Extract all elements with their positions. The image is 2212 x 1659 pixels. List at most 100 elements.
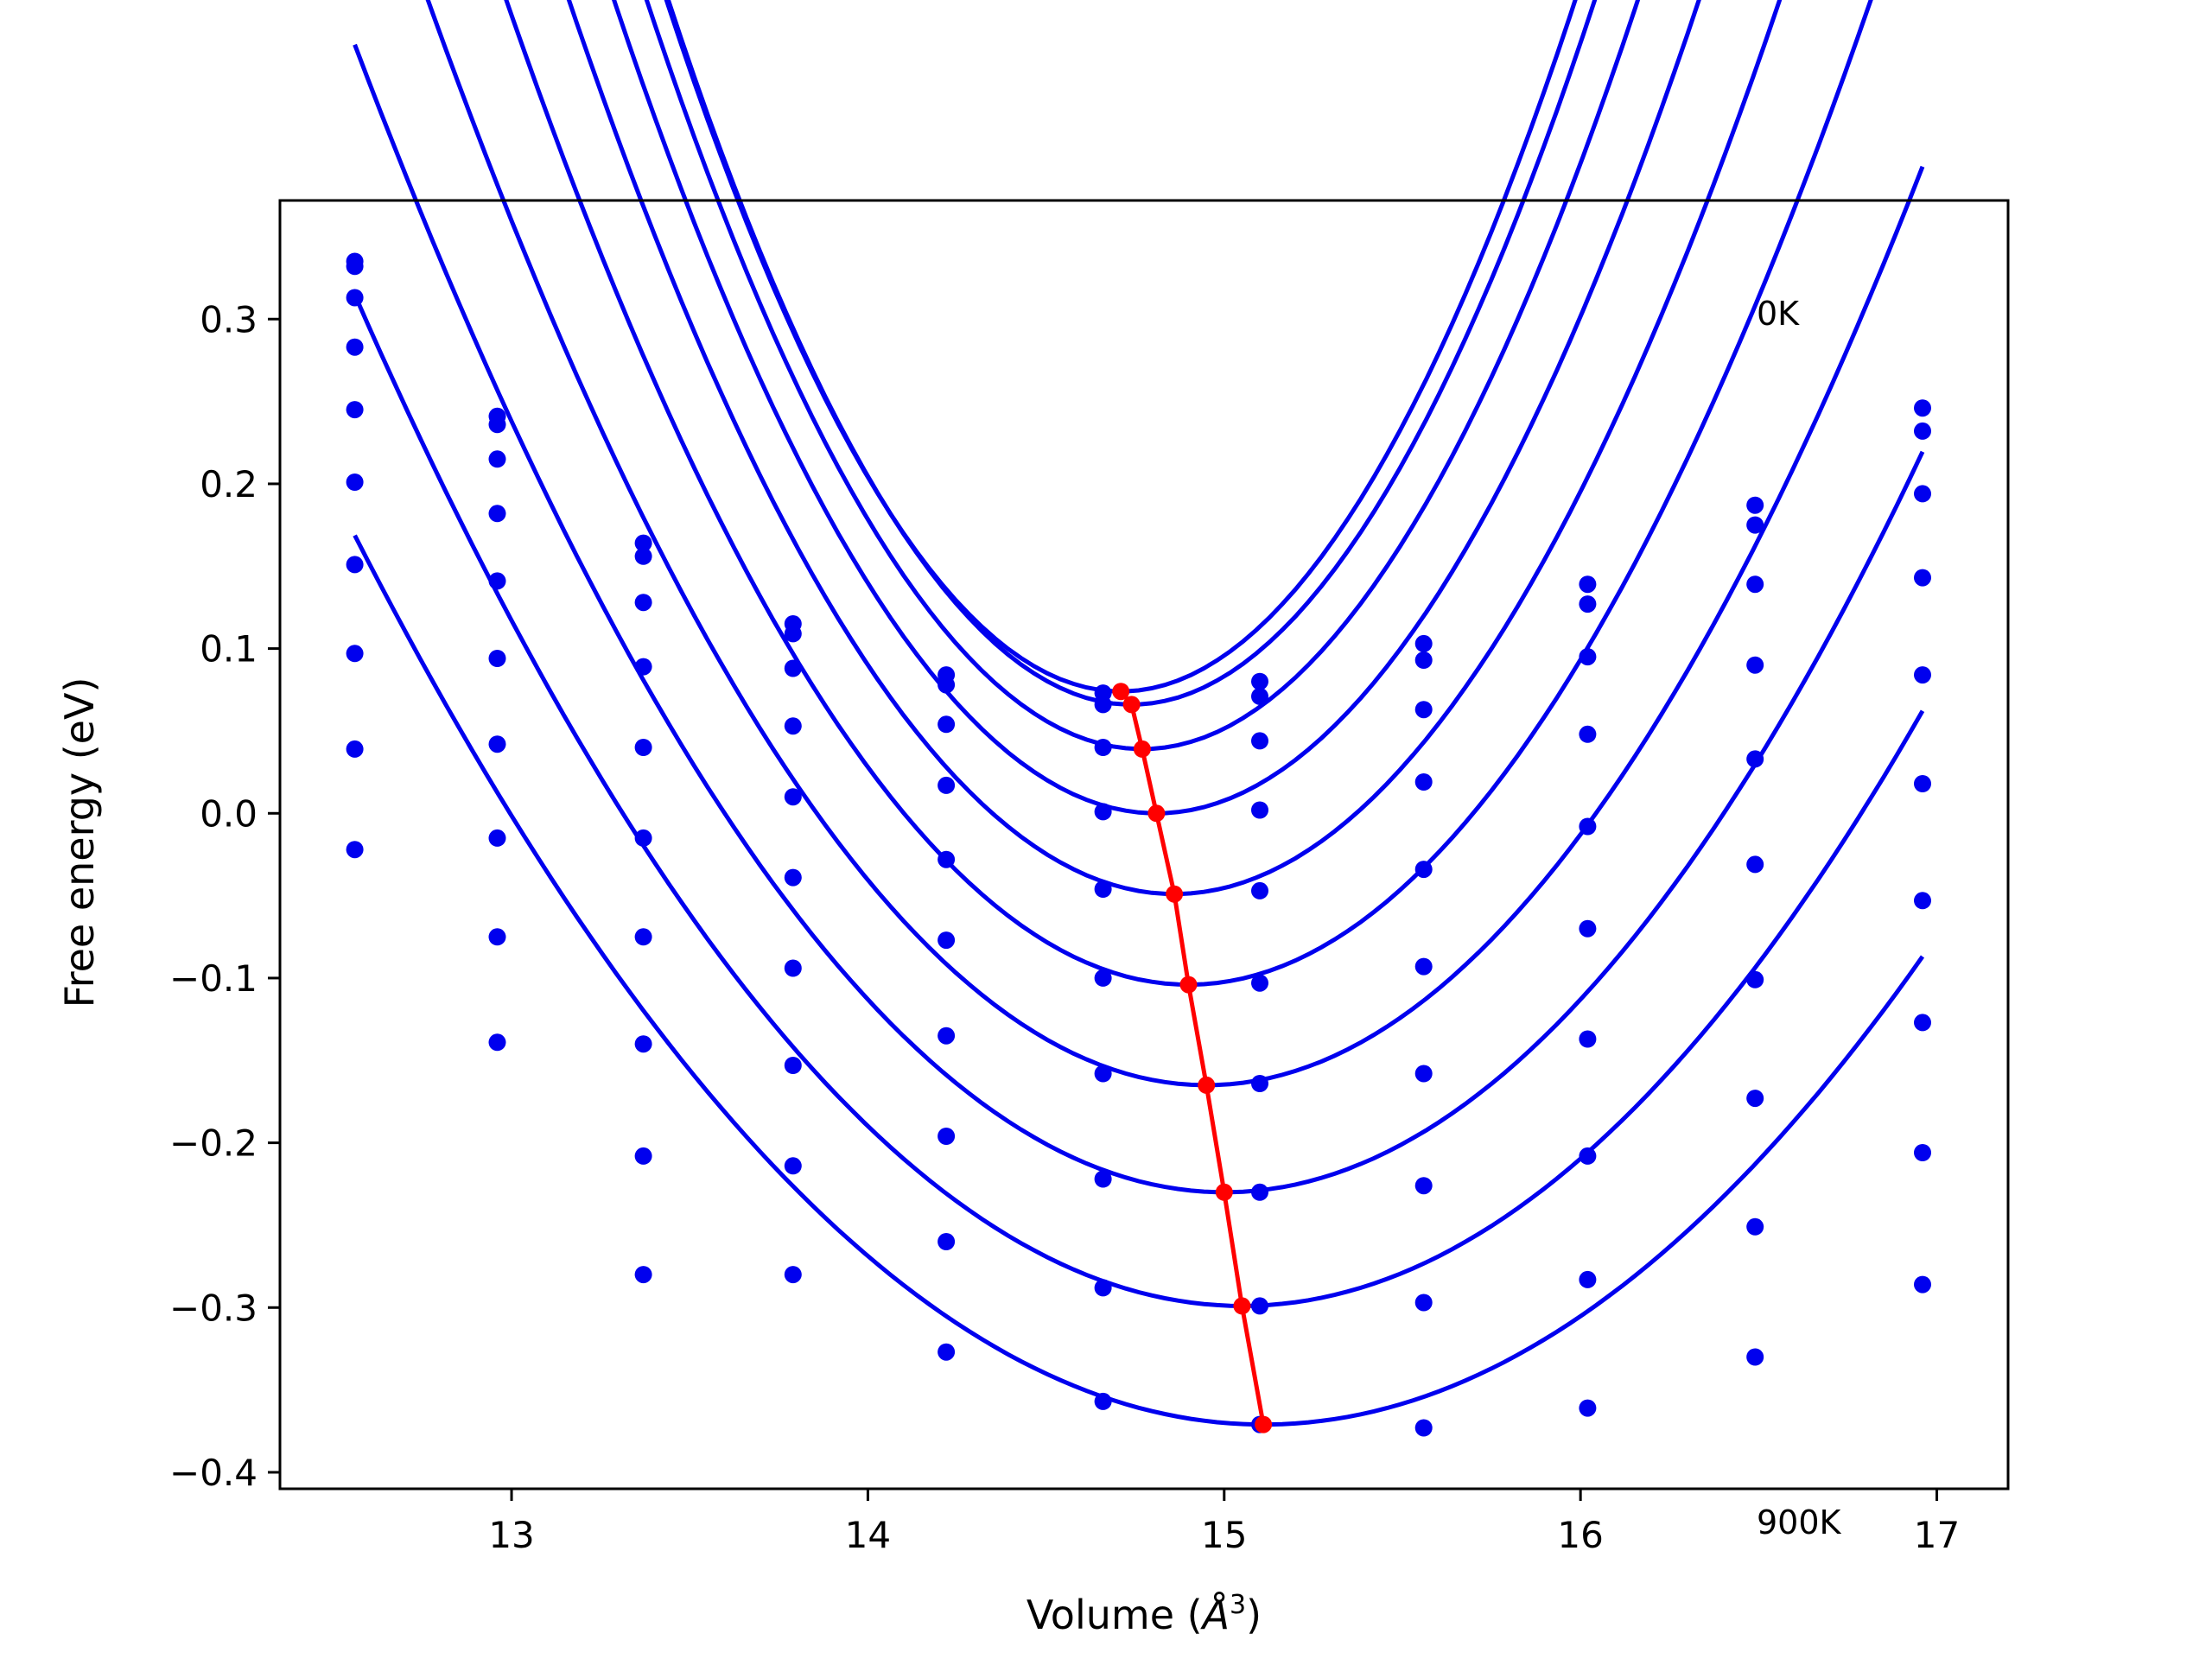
data-point <box>346 338 364 356</box>
data-point <box>1579 648 1597 666</box>
data-point <box>634 1147 652 1165</box>
data-point <box>488 416 506 434</box>
data-point <box>1746 1348 1764 1366</box>
fit-curve-8 <box>353 293 1925 1308</box>
data-point <box>1914 892 1931 910</box>
data-point <box>1251 1075 1268 1092</box>
minimum-point <box>1215 1183 1233 1201</box>
data-point <box>634 928 652 946</box>
data-point <box>1414 701 1433 719</box>
data-point <box>1746 516 1764 534</box>
data-point <box>1094 803 1112 821</box>
data-point <box>784 868 802 887</box>
data-point <box>1414 634 1433 652</box>
data-point <box>1746 496 1764 514</box>
axis-ticks: 13 14 15 16 17 −0.4 −0.3 −0.2 −0.1 0.0 0.1 0.2 0.3 <box>169 298 1960 1556</box>
data-point <box>1579 1270 1597 1288</box>
data-point <box>346 556 364 574</box>
annotation-900k: 900K <box>1757 1503 1842 1541</box>
data-point <box>1251 672 1268 690</box>
data-point <box>938 676 956 694</box>
minimum-point <box>1166 885 1184 903</box>
data-point <box>1094 880 1112 898</box>
y-tick-label: −0.2 <box>169 1122 257 1165</box>
y-axis-label: Free energy (eV) <box>56 677 103 1008</box>
minimum-point <box>1112 683 1130 701</box>
data-point <box>784 959 802 977</box>
data-point <box>346 289 364 307</box>
data-point <box>1094 1065 1112 1083</box>
data-point <box>1414 773 1433 791</box>
annotation-0k: 0K <box>1757 295 1800 333</box>
data-point <box>346 841 364 859</box>
data-point <box>634 829 652 847</box>
data-point <box>1094 969 1112 987</box>
data-point <box>634 547 652 565</box>
minima-line <box>1112 683 1273 1433</box>
data-point <box>488 735 506 753</box>
data-point <box>1914 775 1931 792</box>
fit-curve-0 <box>664 0 1578 694</box>
data-point <box>1579 575 1597 594</box>
data-point <box>1914 1275 1931 1294</box>
data-point <box>1579 595 1597 613</box>
y-tick-label: −0.3 <box>169 1287 257 1329</box>
data-point <box>1579 817 1597 836</box>
data-point <box>346 401 364 419</box>
data-point <box>1094 1392 1112 1410</box>
data-point <box>784 788 802 806</box>
data-point <box>1914 485 1931 503</box>
data-point <box>488 572 506 590</box>
minimum-point <box>1147 804 1166 823</box>
fit-curve-6 <box>425 0 1925 1088</box>
data-point <box>346 740 364 758</box>
data-point <box>938 1027 956 1045</box>
data-point <box>1251 732 1268 750</box>
data-point <box>1414 1419 1433 1437</box>
minimum-point <box>1233 1297 1251 1315</box>
x-axis-label: Volume (Å3) <box>1027 1590 1262 1638</box>
data-point <box>784 1157 802 1175</box>
data-points <box>346 252 1931 1437</box>
fit-curve-9 <box>353 534 1925 1427</box>
fit-curves <box>353 0 1925 1427</box>
y-tick-label: 0.3 <box>200 298 257 340</box>
fit-curve-3 <box>612 0 1701 816</box>
data-point <box>488 1033 506 1052</box>
data-point <box>346 474 364 491</box>
data-point <box>1414 652 1433 669</box>
x-tick-label: 15 <box>1201 1514 1247 1556</box>
data-point <box>1914 399 1931 417</box>
data-point <box>938 850 956 868</box>
data-point <box>1579 725 1597 743</box>
minimum-point <box>1133 740 1151 758</box>
data-point <box>1579 1147 1597 1165</box>
data-point <box>1414 957 1433 976</box>
data-point <box>1094 1279 1112 1297</box>
data-point <box>784 625 802 643</box>
minimum-point <box>1198 1076 1216 1094</box>
data-point <box>1094 696 1112 714</box>
data-point <box>1251 881 1268 899</box>
y-tick-label: 0.0 <box>200 792 257 835</box>
plot-frame <box>278 199 2010 1491</box>
y-tick-label: −0.4 <box>169 1452 257 1494</box>
data-point <box>1251 1297 1268 1315</box>
data-point <box>488 928 506 946</box>
data-point <box>1251 687 1268 705</box>
x-tick-label: 17 <box>1914 1514 1960 1556</box>
data-point <box>1251 974 1268 992</box>
minimum-point <box>1179 976 1198 994</box>
data-point <box>1914 422 1931 440</box>
data-point <box>488 505 506 523</box>
fit-curve-2 <box>644 0 1641 752</box>
data-point <box>634 1266 652 1284</box>
data-point <box>1579 1030 1597 1048</box>
data-point <box>1746 855 1764 874</box>
data-point <box>784 717 802 735</box>
minimum-point <box>1122 696 1141 714</box>
data-point <box>1094 1170 1112 1188</box>
data-point <box>1914 1144 1931 1161</box>
fit-curve-7 <box>353 43 1925 1195</box>
fit-curve-1 <box>665 0 1598 707</box>
